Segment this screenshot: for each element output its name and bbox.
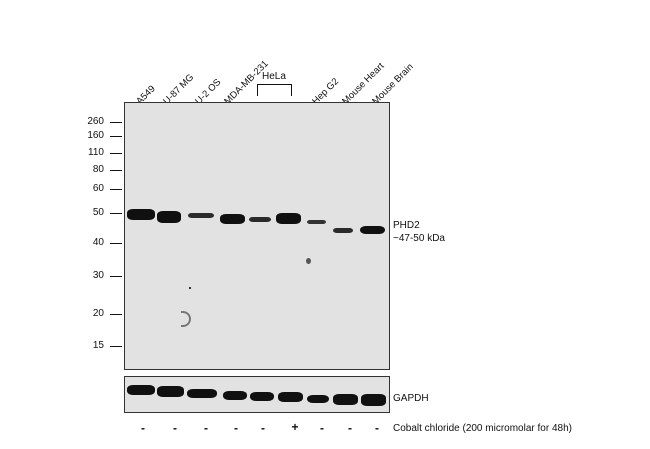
- mw-tick: [110, 314, 122, 315]
- mw-marker-80: 80: [92, 164, 104, 175]
- lane-label-mda-mb-231: MDA-MB-231: [222, 58, 271, 107]
- mw-tick: [110, 153, 122, 154]
- gapdh-band: [157, 386, 184, 397]
- mw-marker-110: 110: [88, 147, 104, 158]
- band-mouse-brain: [360, 226, 385, 234]
- target-size: ~47-50 kDa: [393, 233, 445, 244]
- mw-tick: [110, 346, 122, 347]
- mw-marker-40: 40: [92, 237, 104, 248]
- mw-marker-60: 60: [92, 183, 104, 194]
- mw-tick: [110, 170, 122, 171]
- mw-marker-15: 15: [92, 340, 104, 351]
- blot-artifact: [189, 287, 191, 289]
- mw-marker-50: 50: [92, 207, 104, 218]
- mw-marker-160: 160: [87, 130, 104, 141]
- blot-artifact: [306, 258, 311, 264]
- treatment-sign: -: [204, 421, 208, 435]
- treatment-sign: -: [375, 421, 379, 435]
- band-u87mg: [157, 211, 181, 223]
- band-hela-untreated: [249, 217, 271, 222]
- gapdh-band: [333, 394, 358, 405]
- group-bracket: [257, 84, 292, 96]
- treatment-sign: +: [291, 420, 299, 434]
- group-label-hela: HeLa: [262, 71, 286, 82]
- gapdh-band: [187, 389, 217, 398]
- mw-marker-20: 20: [92, 308, 104, 319]
- band-hela-treated: [276, 213, 301, 224]
- mw-tick: [110, 243, 122, 244]
- mw-tick: [110, 189, 122, 190]
- mw-marker-30: 30: [92, 270, 104, 281]
- main-blot: [124, 102, 390, 370]
- gapdh-band: [127, 385, 155, 395]
- mw-tick: [110, 213, 122, 214]
- mw-marker-260: 260: [87, 116, 104, 127]
- band-u2os: [188, 213, 214, 218]
- treatment-label: Cobalt chloride (200 micromolar for 48h): [393, 423, 572, 434]
- mw-tick: [110, 136, 122, 137]
- treatment-sign: -: [173, 421, 177, 435]
- band-mda-mb-231: [220, 214, 245, 224]
- gapdh-band: [223, 391, 247, 400]
- treatment-sign: -: [348, 421, 352, 435]
- gapdh-band: [278, 392, 303, 402]
- treatment-sign: -: [141, 421, 145, 435]
- gapdh-blot: [124, 376, 390, 413]
- band-hepg2: [307, 220, 326, 224]
- treatment-sign: -: [320, 421, 324, 435]
- band-mouse-heart: [333, 228, 353, 233]
- gapdh-band: [361, 394, 386, 406]
- band-a549: [127, 209, 155, 220]
- target-label: PHD2: [393, 220, 420, 231]
- treatment-sign: -: [261, 421, 265, 435]
- gapdh-band: [250, 392, 274, 401]
- mw-tick: [110, 122, 122, 123]
- gapdh-band: [307, 395, 329, 403]
- loading-control-label: GAPDH: [393, 393, 429, 404]
- treatment-sign: -: [234, 421, 238, 435]
- blot-artifact: [181, 311, 191, 327]
- mw-tick: [110, 276, 122, 277]
